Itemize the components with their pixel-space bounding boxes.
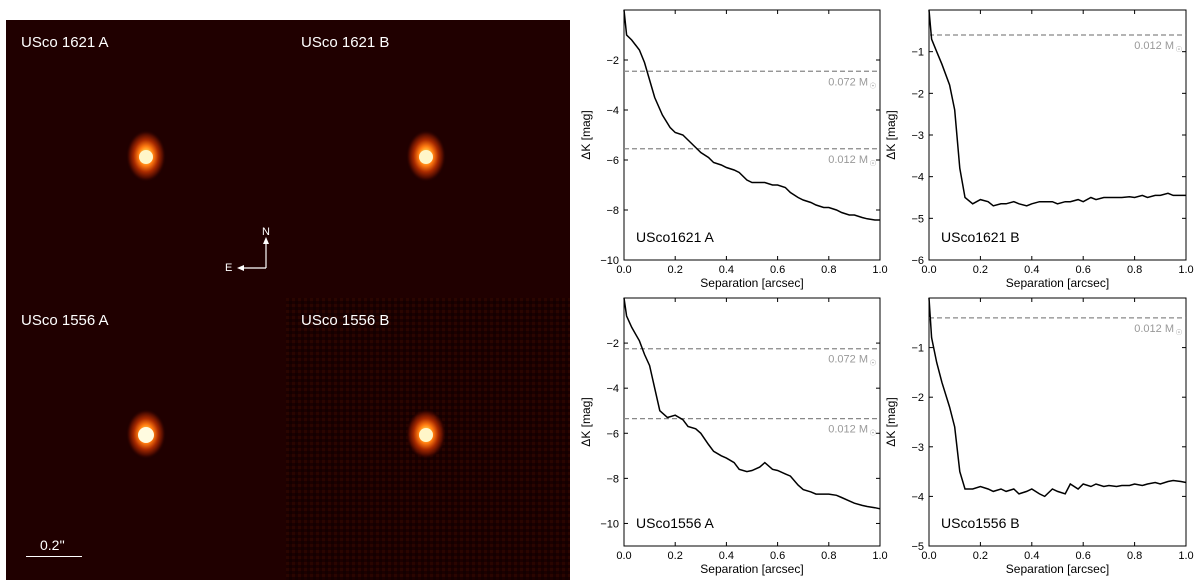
x-tick-label: 0.6 [1076,550,1091,562]
y-tick-label: −3 [911,130,924,142]
x-tick-label: 1.0 [1178,264,1193,276]
y-tick-label: −2 [911,392,924,404]
panel-annotation: USco1621 A [636,229,714,245]
contrast-curve [623,9,880,221]
x-tick-label: 0.6 [770,264,785,276]
x-tick-label: 1.0 [872,264,887,276]
x-tick-label: 0.2 [973,550,988,562]
x-tick-label: 0.8 [1127,550,1142,562]
psf-image [126,409,166,459]
y-tick-label: −10 [600,518,619,530]
x-tick-label: 0.8 [821,550,836,562]
x-tick-label: 0.0 [921,264,936,276]
y-tick-label: −8 [606,205,619,217]
chart-panel-4: 0.0 0.2 0.4 0.6 0.8 1.0 −5 −4 −3 −2 −1 Separation [… [884,297,1194,576]
psf-image [406,130,446,182]
y-tick-label: −4 [606,383,619,395]
sun-symbol: ☉ [1175,45,1182,54]
contrast-curve [928,297,1187,498]
x-tick-label: 1.0 [1178,550,1193,562]
sun-symbol: ☉ [869,429,876,438]
x-tick-label: 0.6 [770,550,785,562]
compass-east-label: E [225,262,233,274]
x-axis-label: Separation [arcsec] [1006,562,1109,576]
panel-annotation: USco1621 B [941,229,1020,245]
y-tick-label: −5 [911,541,924,553]
x-tick-label: 0.8 [821,264,836,276]
image-panel-usco1621-b: USco 1621 B [286,20,570,302]
panel-label: USco 1556 A [21,312,109,329]
y-axis-label: ΔK [mag] [579,110,593,159]
panel-label: USco 1556 B [301,312,390,329]
sun-symbol: ☉ [1175,328,1182,337]
compass [237,237,269,271]
panel-annotation: USco1556 A [636,515,714,531]
mass-limit-label: 0.012 M [1134,323,1174,335]
mass-limit-label: 0.012 M [828,154,868,166]
y-tick-label: −3 [911,442,924,454]
y-tick-label: −4 [911,172,924,184]
y-tick-label: −8 [606,473,619,485]
y-tick-label: −4 [606,105,619,117]
y-tick-label: −6 [911,255,924,267]
sun-symbol: ☉ [869,359,876,368]
y-axis-label: ΔK [mag] [884,110,898,159]
mass-limit-label: 0.072 M [828,354,868,366]
image-panel-usco1621-a: USco 1621 A N E [6,20,290,302]
contrast-curve [928,9,1186,207]
plot-frame [623,297,881,547]
y-tick-label: −6 [606,428,619,440]
x-tick-label: 0.0 [616,264,631,276]
mass-limit-label: 0.072 M [828,76,868,88]
y-tick-label: −2 [911,88,924,100]
psf-image [286,298,570,580]
x-tick-label: 0.4 [1024,550,1039,562]
chart-panel-3: 0.0 0.2 0.4 0.6 0.8 1.0 −10 −8 −6 −4 −2 Separation … [579,297,888,576]
y-tick-label: −6 [606,155,619,167]
x-tick-label: 0.0 [921,550,936,562]
x-tick-label: 0.2 [973,264,988,276]
y-tick-label: −1 [911,47,924,59]
x-tick-label: 0.4 [719,550,734,562]
y-axis-label: ΔK [mag] [579,397,593,446]
panel-annotation: USco1556 B [941,515,1020,531]
x-axis-label: Separation [arcsec] [700,562,803,576]
image-panel-usco1556-b: USco 1556 B [286,298,570,580]
compass-north-label: N [262,226,270,238]
sun-symbol: ☉ [869,159,876,168]
panel-label: USco 1621 A [21,34,109,51]
x-tick-label: 0.6 [1076,264,1091,276]
y-axis-label: ΔK [mag] [884,397,898,446]
x-axis-label: Separation [arcsec] [700,276,803,290]
psf-image [126,130,166,182]
y-tick-label: −1 [911,343,924,355]
y-tick-label: −2 [606,338,619,350]
contrast-curve [623,297,881,510]
panel-label: USco 1621 B [301,34,390,51]
scale-bar [26,556,82,557]
plot-frame [623,9,881,261]
x-tick-label: 0.4 [719,264,734,276]
y-tick-label: −4 [911,491,924,503]
x-tick-label: 0.0 [616,550,631,562]
scale-bar-label: 0.2'' [40,537,65,553]
mass-limit-label: 0.012 M [1134,40,1174,52]
x-tick-label: 0.4 [1024,264,1039,276]
x-tick-label: 0.2 [668,264,683,276]
x-tick-label: 1.0 [872,550,887,562]
plot-frame [928,297,1187,547]
chart-panel-1: 0.0 0.2 0.4 0.6 0.8 1.0 −10 −8 −6 −4 −2 Separation … [579,9,888,290]
x-axis-label: Separation [arcsec] [1006,276,1109,290]
image-panel-usco1556-a: USco 1556 A 0.2'' [6,298,290,580]
y-tick-label: −2 [606,55,619,67]
y-tick-label: −10 [600,255,619,267]
sun-symbol: ☉ [869,81,876,90]
mass-limit-label: 0.012 M [828,424,868,436]
y-tick-label: −5 [911,213,924,225]
chart-panel-2: 0.0 0.2 0.4 0.6 0.8 1.0 −6 −5 −4 −3 −2 −1 Separation… [884,9,1194,290]
x-tick-label: 0.8 [1127,264,1142,276]
x-tick-label: 0.2 [668,550,683,562]
